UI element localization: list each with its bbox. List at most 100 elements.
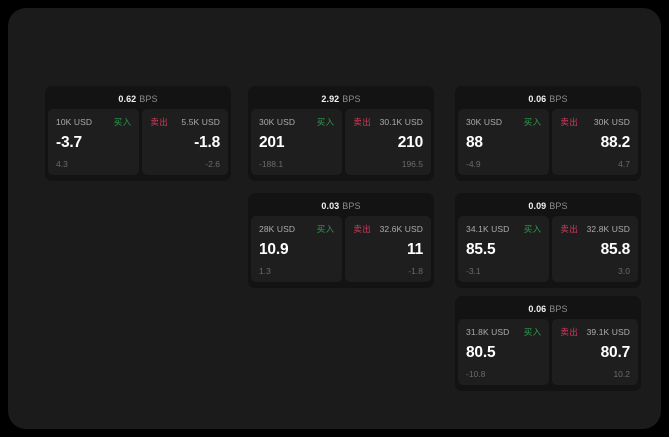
bps-unit: BPS: [342, 201, 361, 211]
bps-value: 0.06: [528, 94, 547, 104]
buy-sub-value: 1.3: [259, 266, 271, 276]
card-body: 31.8K USD 买入 80.5 -10.8 卖出 39.1K USD 80.…: [458, 319, 638, 385]
sell-sub-value: -2.6: [205, 159, 220, 169]
buy-panel-top: 30K USD 买入: [259, 116, 334, 127]
sell-price: 80.7: [600, 344, 631, 361]
buy-size-label: 10K USD: [56, 116, 93, 127]
card-body: 34.1K USD 买入 85.5 -3.1 卖出 32.8K USD 85.8…: [458, 216, 638, 282]
card-header: 0.06 BPS: [458, 89, 638, 109]
buy-sub-value: -10.8: [466, 369, 486, 379]
sell-price: 88.2: [600, 134, 631, 151]
buy-panel-top: 10K USD 买入: [56, 116, 131, 127]
sell-panel-top: 卖出 30.1K USD: [353, 116, 423, 127]
buy-panel-top: 31.8K USD 买入: [466, 326, 541, 337]
buy-sub-value: 4.3: [56, 159, 68, 169]
bps-value: 0.62: [118, 94, 137, 104]
sell-panel[interactable]: 卖出 30K USD 88.2 4.7: [552, 109, 638, 175]
sell-size-label: 5.5K USD: [181, 116, 220, 127]
sell-panel-top: 卖出 39.1K USD: [560, 326, 630, 337]
quote-card[interactable]: 0.62 BPS 10K USD 买入 -3.7 4.3 卖出: [45, 86, 231, 181]
quote-card[interactable]: 0.06 BPS 31.8K USD 买入 80.5 -10.8 卖: [455, 296, 641, 391]
buy-panel[interactable]: 30K USD 买入 201 -188.1: [251, 109, 343, 175]
buy-sub-value: -4.9: [466, 159, 481, 169]
buy-size-label: 34.1K USD: [466, 223, 510, 234]
buy-price: -3.7: [56, 134, 82, 151]
sell-panel-top: 卖出 5.5K USD: [150, 116, 220, 127]
sell-panel[interactable]: 卖出 32.8K USD 85.8 3.0: [552, 216, 638, 282]
card-body: 10K USD 买入 -3.7 4.3 卖出 5.5K USD -1.8 -2.…: [48, 109, 228, 175]
sell-tag: 卖出: [353, 223, 372, 234]
card-header: 0.03 BPS: [251, 196, 431, 216]
buy-panel[interactable]: 28K USD 买入 10.9 1.3: [251, 216, 343, 282]
bps-value: 0.09: [528, 201, 547, 211]
app-frame: 0.62 BPS 10K USD 买入 -3.7 4.3 卖出: [8, 8, 661, 429]
buy-sub-value: -3.1: [466, 266, 481, 276]
buy-tag: 买入: [523, 223, 542, 234]
sell-panel-top: 卖出 30K USD: [560, 116, 630, 127]
buy-price: 85.5: [466, 241, 496, 258]
buy-panel[interactable]: 10K USD 买入 -3.7 4.3: [48, 109, 140, 175]
sell-sub-value: -1.8: [408, 266, 423, 276]
bps-value: 0.03: [321, 201, 340, 211]
sell-tag: 卖出: [353, 116, 372, 127]
sell-panel[interactable]: 卖出 39.1K USD 80.7 10.2: [552, 319, 638, 385]
sell-panel-top: 卖出 32.8K USD: [560, 223, 630, 234]
sell-sub-value: 3.0: [618, 266, 630, 276]
sell-sub-value: 196.5: [401, 159, 423, 169]
buy-panel[interactable]: 34.1K USD 买入 85.5 -3.1: [458, 216, 550, 282]
buy-tag: 买入: [523, 326, 542, 337]
buy-tag: 买入: [113, 116, 132, 127]
sell-panel[interactable]: 卖出 5.5K USD -1.8 -2.6: [142, 109, 228, 175]
card-body: 30K USD 买入 88 -4.9 卖出 30K USD 88.2 4.7: [458, 109, 638, 175]
buy-size-label: 31.8K USD: [466, 326, 510, 337]
quote-card[interactable]: 0.09 BPS 34.1K USD 买入 85.5 -3.1 卖出: [455, 193, 641, 288]
sell-size-label: 30.1K USD: [379, 116, 423, 127]
card-header: 0.06 BPS: [458, 299, 638, 319]
buy-panel-top: 28K USD 买入: [259, 223, 334, 234]
buy-tag: 买入: [316, 223, 335, 234]
buy-tag: 买入: [523, 116, 542, 127]
sell-panel[interactable]: 卖出 30.1K USD 210 196.5: [345, 109, 431, 175]
bps-unit: BPS: [549, 304, 568, 314]
sell-tag: 卖出: [560, 326, 579, 337]
sell-price: 85.8: [600, 241, 631, 258]
sell-panel-top: 卖出 32.6K USD: [353, 223, 423, 234]
buy-price: 10.9: [259, 241, 289, 258]
buy-size-label: 28K USD: [259, 223, 296, 234]
sell-size-label: 30K USD: [593, 116, 630, 127]
sell-price: 11: [407, 241, 423, 258]
bps-unit: BPS: [549, 201, 568, 211]
buy-panel[interactable]: 31.8K USD 买入 80.5 -10.8: [458, 319, 550, 385]
sell-size-label: 39.1K USD: [586, 326, 630, 337]
buy-tag: 买入: [316, 116, 335, 127]
sell-price: 210: [397, 134, 423, 151]
card-header: 0.09 BPS: [458, 196, 638, 216]
buy-size-label: 30K USD: [259, 116, 296, 127]
sell-panel[interactable]: 卖出 32.6K USD 11 -1.8: [345, 216, 431, 282]
bps-unit: BPS: [549, 94, 568, 104]
quote-card[interactable]: 0.06 BPS 30K USD 买入 88 -4.9 卖出: [455, 86, 641, 181]
buy-price: 88: [466, 134, 483, 151]
sell-sub-value: 4.7: [618, 159, 630, 169]
card-header: 0.62 BPS: [48, 89, 228, 109]
buy-price: 80.5: [466, 344, 496, 361]
sell-tag: 卖出: [150, 116, 169, 127]
sell-size-label: 32.8K USD: [586, 223, 630, 234]
bps-value: 0.06: [528, 304, 547, 314]
card-body: 28K USD 买入 10.9 1.3 卖出 32.6K USD 11 -1.8: [251, 216, 431, 282]
card-header: 2.92 BPS: [251, 89, 431, 109]
buy-panel[interactable]: 30K USD 买入 88 -4.9: [458, 109, 550, 175]
bps-unit: BPS: [139, 94, 158, 104]
sell-size-label: 32.6K USD: [379, 223, 423, 234]
buy-size-label: 30K USD: [466, 116, 503, 127]
buy-panel-top: 30K USD 买入: [466, 116, 541, 127]
quote-card[interactable]: 0.03 BPS 28K USD 买入 10.9 1.3 卖出: [248, 193, 434, 288]
sell-tag: 卖出: [560, 223, 579, 234]
sell-sub-value: 10.2: [613, 369, 630, 379]
quote-card-grid: 0.62 BPS 10K USD 买入 -3.7 4.3 卖出: [37, 75, 641, 405]
bps-value: 2.92: [321, 94, 340, 104]
sell-price: -1.8: [194, 134, 220, 151]
buy-price: 201: [259, 134, 285, 151]
quote-card[interactable]: 2.92 BPS 30K USD 买入 201 -188.1 卖出: [248, 86, 434, 181]
buy-panel-top: 34.1K USD 买入: [466, 223, 541, 234]
